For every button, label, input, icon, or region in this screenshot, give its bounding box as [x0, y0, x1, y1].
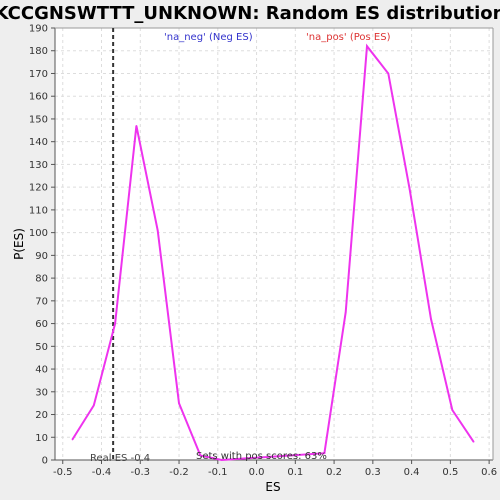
x-tick-label: -0.3: [131, 467, 151, 478]
y-tick-label: 130: [29, 160, 48, 171]
x-tick-label: 0.4: [404, 467, 420, 478]
x-tick-label: -0.2: [169, 467, 189, 478]
x-tick-label: -0.1: [208, 467, 228, 478]
series-point: [472, 441, 475, 443]
series-point: [114, 322, 116, 325]
y-tick-label: 30: [35, 387, 48, 398]
y-tick-label: 70: [35, 296, 48, 307]
neg-es-label: 'na_neg' (Neg ES): [164, 32, 253, 43]
y-tick-label: 90: [35, 251, 48, 262]
x-tick-label: 0.0: [249, 467, 265, 478]
series-point: [451, 409, 454, 411]
y-tick-label: 0: [42, 456, 48, 467]
series-point: [430, 318, 432, 320]
x-tick-label: 0.6: [481, 467, 497, 478]
series-point: [220, 459, 223, 461]
x-tick-label: 0.5: [442, 467, 458, 478]
series-point: [156, 229, 159, 232]
x-ticks: -0.5 -0.4 -0.3 -0.2 -0.1 0.0 0.1 0.2 0.3 0.4 0.5 0.…: [53, 460, 497, 478]
series-point: [135, 124, 138, 127]
y-tick-label: 20: [35, 410, 48, 421]
x-tick-label: -0.5: [53, 467, 73, 478]
y-tick-label: 170: [29, 69, 48, 80]
y-tick-label: 140: [29, 137, 48, 148]
y-tick-label: 40: [35, 365, 48, 376]
y-tick-label: 120: [29, 183, 48, 194]
y-axis-label: P(ES): [12, 228, 26, 260]
y-tick-label: 110: [29, 205, 48, 216]
x-tick-label: 0.3: [365, 467, 381, 478]
x-tick-label: -0.4: [92, 467, 112, 478]
y-tick-label: 100: [29, 228, 48, 239]
grid-lines: [55, 27, 493, 461]
series-point: [387, 72, 390, 75]
x-tick-label: 0.1: [287, 467, 303, 478]
y-tick-label: 50: [35, 342, 48, 353]
series-point: [92, 404, 95, 407]
chart-title: KCCGNSWTTT_UNKNOWN: Random ES distributi…: [0, 3, 500, 24]
y-ticks: 0 10 20 30 40 50 60 70 80 90 100 110 120 130 140 150 160…: [29, 24, 55, 467]
x-tick-label: 0.2: [326, 467, 342, 478]
x-axis-label: ES: [265, 480, 280, 494]
pos-es-label: 'na_pos' (Pos ES): [306, 32, 391, 43]
axes: [54, 27, 494, 461]
y-tick-label: 180: [29, 46, 48, 57]
series-point: [366, 45, 368, 47]
y-tick-label: 160: [29, 92, 48, 103]
y-tick-label: 150: [29, 114, 48, 125]
real-es-label: Real ES -0.4: [90, 453, 150, 464]
series-point: [323, 452, 326, 454]
series-point: [408, 188, 411, 191]
series-point: [199, 454, 202, 457]
y-tick-label: 10: [35, 433, 48, 444]
series-point: [178, 402, 180, 404]
series-point: [344, 311, 347, 314]
y-tick-label: 80: [35, 274, 48, 285]
sets-pos-label: Sets with pos scores: 63%: [196, 451, 327, 462]
series-line: [71, 43, 475, 462]
y-tick-label: 190: [29, 24, 48, 35]
plot-area: [55, 28, 493, 460]
series-point: [71, 438, 74, 441]
y-tick-label: 60: [35, 319, 48, 330]
